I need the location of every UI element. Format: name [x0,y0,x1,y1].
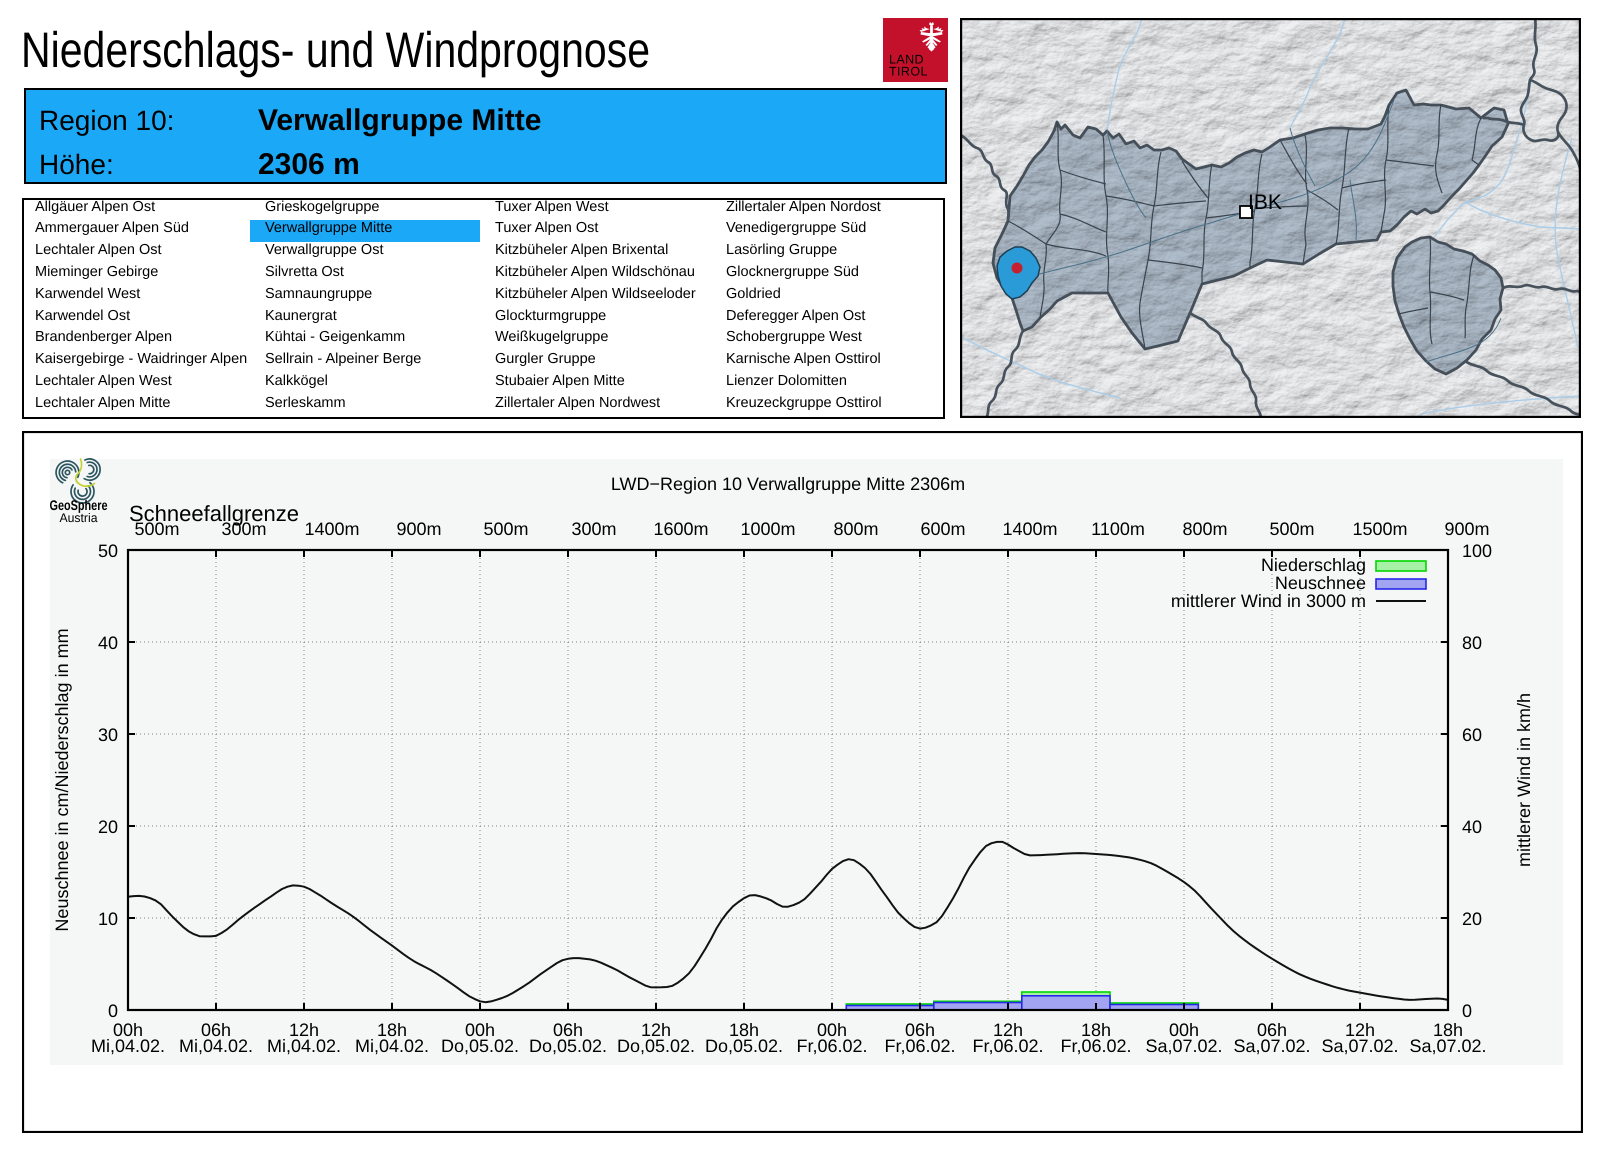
svg-text:Fr,06.02.: Fr,06.02. [796,1036,867,1056]
svg-text:Schneefallgrenze: Schneefallgrenze [129,501,299,526]
svg-text:1000m: 1000m [740,519,795,539]
svg-text:00h: 00h [113,1020,143,1040]
svg-text:18h: 18h [377,1020,407,1040]
svg-text:10: 10 [98,909,118,929]
svg-text:Sa,07.02.: Sa,07.02. [1321,1036,1398,1056]
svg-text:40: 40 [1462,817,1482,837]
svg-text:06h: 06h [1257,1020,1287,1040]
svg-text:500m: 500m [483,519,528,539]
svg-text:06h: 06h [201,1020,231,1040]
svg-text:0: 0 [1462,1001,1472,1021]
svg-text:20: 20 [98,817,118,837]
svg-text:1500m: 1500m [1352,519,1407,539]
svg-text:Sa,07.02.: Sa,07.02. [1233,1036,1310,1056]
svg-text:18h: 18h [1433,1020,1463,1040]
svg-text:300m: 300m [221,519,266,539]
svg-text:Fr,06.02.: Fr,06.02. [972,1036,1043,1056]
svg-text:500m: 500m [134,519,179,539]
svg-text:12h: 12h [289,1020,319,1040]
svg-text:Do,05.02.: Do,05.02. [705,1036,783,1056]
svg-text:Do,05.02.: Do,05.02. [441,1036,519,1056]
svg-text:Neuschnee: Neuschnee [1275,573,1366,593]
svg-text:500m: 500m [1269,519,1314,539]
svg-text:40: 40 [98,633,118,653]
svg-text:50: 50 [98,541,118,561]
svg-text:100: 100 [1462,541,1492,561]
svg-text:900m: 900m [396,519,441,539]
svg-text:LWD−Region 10 Verwallgruppe Mi: LWD−Region 10 Verwallgruppe Mitte 2306m [611,474,965,494]
svg-text:mittlerer Wind in km/h: mittlerer Wind in km/h [1514,693,1534,867]
svg-text:Niederschlag: Niederschlag [1261,555,1366,575]
svg-text:300m: 300m [571,519,616,539]
svg-text:TIROL: TIROL [889,65,928,79]
svg-text:06h: 06h [553,1020,583,1040]
svg-text:Mi,04.02.: Mi,04.02. [355,1036,429,1056]
svg-text:1600m: 1600m [653,519,708,539]
svg-text:20: 20 [1462,909,1482,929]
svg-text:18h: 18h [729,1020,759,1040]
svg-text:Mi,04.02.: Mi,04.02. [267,1036,341,1056]
svg-text:06h: 06h [905,1020,935,1040]
svg-text:60: 60 [1462,725,1482,745]
svg-text:30: 30 [98,725,118,745]
svg-text:Neuschnee in cm/Niederschlag i: Neuschnee in cm/Niederschlag in mm [52,628,72,931]
svg-text:Mi,04.02.: Mi,04.02. [91,1036,165,1056]
svg-text:12h: 12h [993,1020,1023,1040]
svg-text:1400m: 1400m [304,519,359,539]
svg-text:Mi,04.02.: Mi,04.02. [179,1036,253,1056]
svg-text:IBK: IBK [1248,191,1282,214]
svg-text:900m: 900m [1444,519,1489,539]
svg-text:0: 0 [108,1001,118,1021]
svg-text:Fr,06.02.: Fr,06.02. [884,1036,955,1056]
svg-text:18h: 18h [1081,1020,1111,1040]
svg-text:1400m: 1400m [1002,519,1057,539]
svg-text:GeoSphere: GeoSphere [50,497,108,513]
svg-text:mittlerer Wind in 3000 m: mittlerer Wind in 3000 m [1171,591,1366,611]
svg-text:Sa,07.02.: Sa,07.02. [1409,1036,1486,1056]
svg-text:00h: 00h [1169,1020,1199,1040]
svg-text:Do,05.02.: Do,05.02. [529,1036,607,1056]
svg-text:Sa,07.02.: Sa,07.02. [1145,1036,1222,1056]
svg-text:600m: 600m [920,519,965,539]
svg-text:12h: 12h [641,1020,671,1040]
svg-text:800m: 800m [833,519,878,539]
svg-text:Do,05.02.: Do,05.02. [617,1036,695,1056]
svg-text:00h: 00h [465,1020,495,1040]
svg-text:00h: 00h [817,1020,847,1040]
svg-text:Austria: Austria [60,511,98,525]
svg-text:Fr,06.02.: Fr,06.02. [1060,1036,1131,1056]
svg-text:LAND: LAND [889,53,924,67]
svg-text:1100m: 1100m [1091,519,1145,539]
svg-text:80: 80 [1462,633,1482,653]
svg-text:12h: 12h [1345,1020,1375,1040]
svg-text:800m: 800m [1182,519,1227,539]
